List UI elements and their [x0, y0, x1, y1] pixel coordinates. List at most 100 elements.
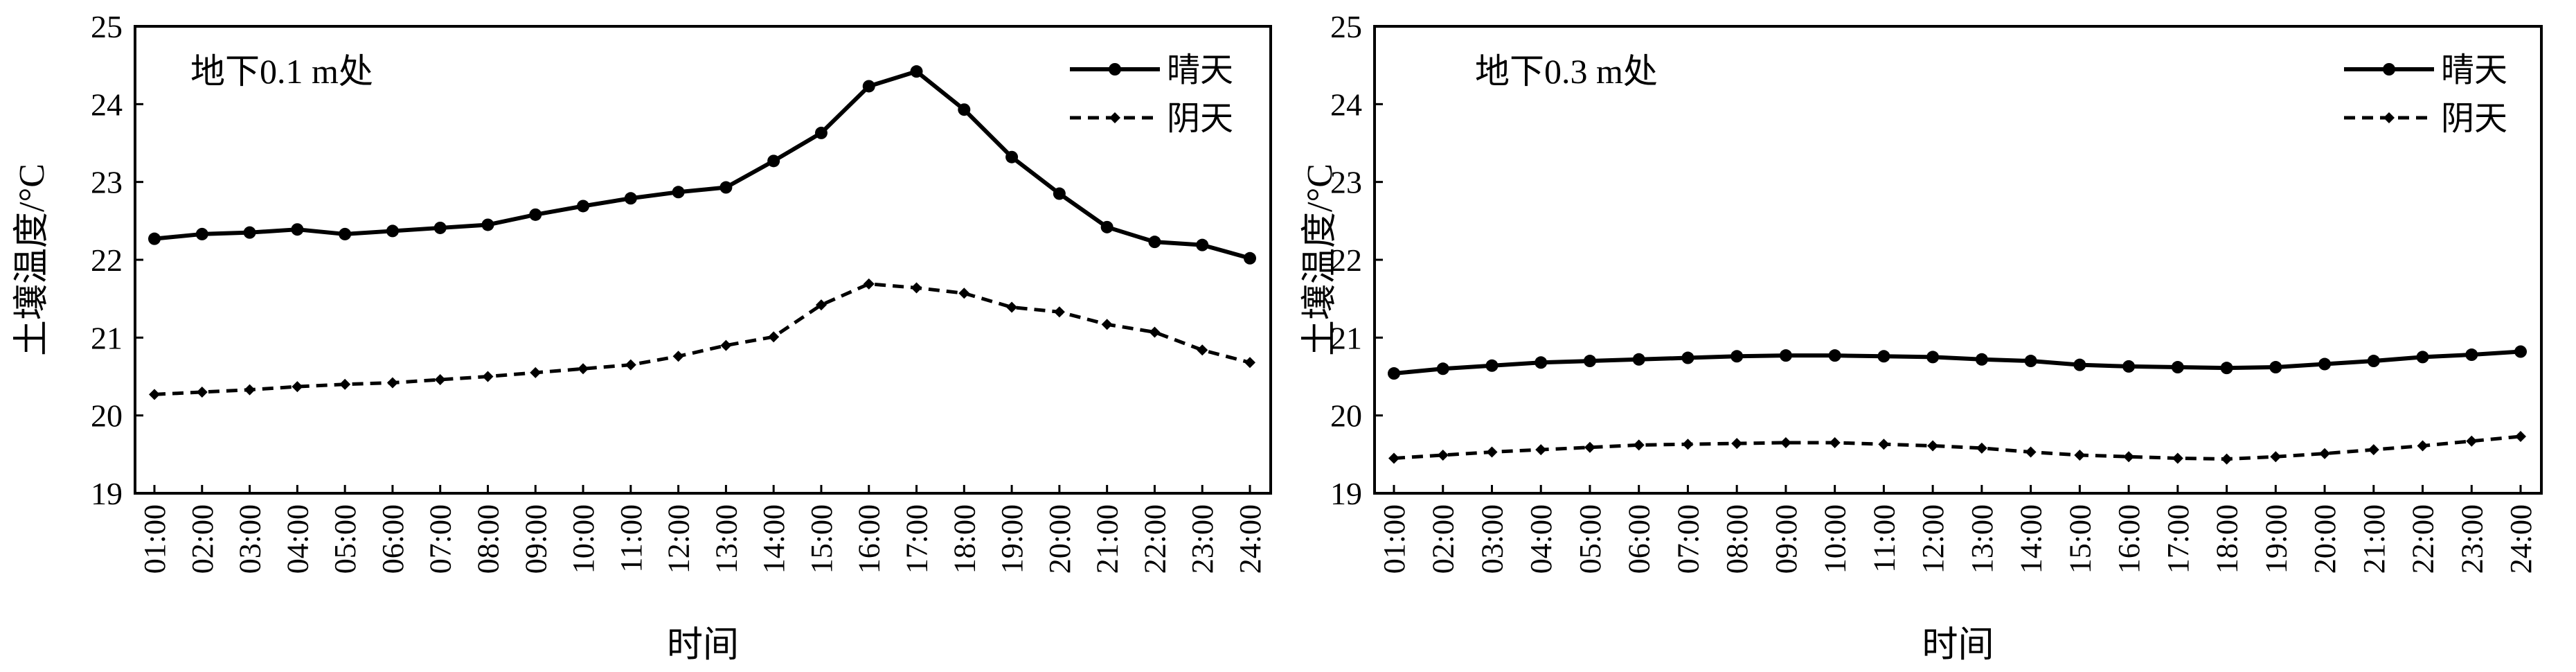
data-point: [1730, 350, 1744, 363]
x-tick-label: 18:00: [947, 504, 981, 574]
data-point: [434, 373, 446, 385]
x-tick-label: 06:00: [1622, 504, 1656, 574]
data-point: [719, 181, 733, 194]
data-point: [815, 299, 827, 311]
x-tick-label: 13:00: [1965, 504, 1999, 574]
data-point: [195, 227, 208, 240]
depth-annotation: 地下0.1 m处: [190, 52, 373, 91]
legend-label: 阴天: [1167, 100, 1233, 137]
legend-marker: [1109, 112, 1120, 123]
x-tick-label: 17:00: [2161, 504, 2195, 574]
y-tick-label: 22: [1330, 242, 1362, 278]
x-tick-label: 15:00: [2063, 504, 2097, 574]
data-point: [2319, 448, 2331, 459]
legend-marker: [2383, 63, 2395, 76]
data-point: [482, 371, 494, 382]
data-point: [1148, 236, 1161, 249]
x-tick-label: 02:00: [1426, 504, 1460, 574]
data-point: [2073, 358, 2086, 371]
data-point: [911, 282, 922, 294]
y-tick-label: 19: [91, 476, 123, 511]
x-tick-label: 04:00: [1524, 504, 1558, 574]
y-tick-label: 20: [1330, 398, 1362, 434]
y-tick-label: 21: [1330, 320, 1362, 355]
y-tick-label: 19: [1330, 476, 1362, 511]
x-tick-label: 01:00: [138, 504, 172, 574]
data-point: [1006, 301, 1018, 313]
x-tick-label: 16:00: [852, 504, 886, 574]
data-point: [1437, 449, 1449, 461]
series-line-sunny: [1393, 349, 2521, 375]
x-tick-label: 22:00: [2406, 504, 2440, 574]
y-tick-label: 24: [1330, 87, 1362, 122]
y-tick-label: 23: [1330, 165, 1362, 200]
data-point: [1632, 353, 1645, 366]
data-point: [767, 154, 780, 168]
data-point: [1877, 350, 1890, 363]
x-tick-label: 10:00: [1818, 504, 1852, 574]
x-tick-label: 18:00: [2210, 504, 2244, 574]
data-point: [768, 331, 780, 343]
x-tick-label: 06:00: [376, 504, 410, 574]
data-point: [2123, 451, 2135, 463]
y-tick-label: 25: [1330, 9, 1362, 44]
legend-label: 阴天: [2441, 100, 2507, 137]
y-tick-label: 25: [91, 9, 123, 44]
data-point: [1584, 441, 1595, 453]
y-tick-label: 22: [91, 242, 123, 278]
data-point: [1926, 351, 1940, 364]
x-tick-label: 03:00: [233, 504, 267, 574]
data-point: [292, 381, 303, 393]
data-point: [863, 278, 875, 290]
data-point: [1780, 436, 1791, 448]
data-point: [1244, 251, 1256, 265]
x-tick-label: 07:00: [424, 504, 458, 574]
data-point: [2417, 440, 2429, 452]
x-tick-label: 04:00: [280, 504, 314, 574]
y-axis-label: 土壤温度/°C: [1300, 163, 1340, 356]
x-tick-label: 01:00: [1377, 504, 1411, 574]
x-tick-label: 23:00: [2455, 504, 2489, 574]
data-point: [1100, 220, 1113, 233]
data-point: [2367, 355, 2380, 368]
series-line-cloudy: [1393, 434, 2521, 461]
data-point: [2270, 451, 2282, 463]
data-point: [291, 223, 304, 236]
data-point: [577, 200, 590, 213]
data-point: [2025, 446, 2037, 458]
data-point: [1731, 438, 1743, 450]
data-point: [624, 192, 637, 205]
y-tick-label: 23: [91, 165, 123, 200]
data-point: [1975, 353, 1988, 366]
data-point: [2122, 360, 2136, 373]
x-tick-label: 20:00: [1043, 504, 1077, 574]
data-point: [339, 227, 352, 240]
data-point: [148, 232, 161, 245]
data-point: [1583, 355, 1596, 368]
x-tick-label: 09:00: [1769, 504, 1803, 574]
data-point: [1388, 367, 1400, 380]
data-point: [2220, 362, 2233, 375]
plot-frame: [1373, 25, 2543, 495]
data-point: [578, 363, 589, 375]
x-tick-label: 10:00: [566, 504, 600, 574]
data-point: [672, 186, 685, 199]
x-tick-label: 19:00: [2259, 504, 2293, 574]
x-tick-label: 14:00: [757, 504, 791, 574]
x-tick-label: 15:00: [805, 504, 839, 574]
data-point: [910, 65, 923, 78]
series-line-cloudy: [154, 282, 1251, 396]
data-point: [1486, 446, 1498, 458]
chart-panel-1: 19 20 21 22 23 24 25 01:00 02:00 03:00 04:00 05:00 0…: [12, 9, 1272, 665]
y-tick-label: 21: [91, 320, 123, 355]
chart-panel-2: 19 20 21 22 23 24 25 01:00 02:00 03:00 04:00 05:00 0…: [1300, 9, 2543, 665]
x-tick-label: 21:00: [1091, 504, 1125, 574]
data-point: [2466, 435, 2478, 447]
data-point: [672, 351, 684, 362]
x-tick-label: 02:00: [186, 504, 220, 574]
data-point: [530, 366, 542, 378]
data-point: [1535, 444, 1547, 456]
legend-marker: [2383, 112, 2395, 123]
